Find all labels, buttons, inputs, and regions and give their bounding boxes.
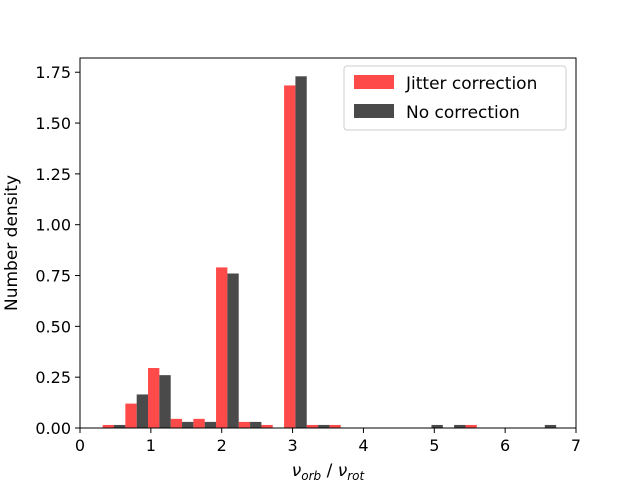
y-axis: 0.00 0.25 0.50 0.75 1.00 1.25 1.50 1.75 [35, 63, 80, 438]
bar-no-correction [544, 424, 557, 428]
bar-no-correction [227, 273, 239, 428]
y-tick-label: 0.25 [35, 368, 71, 387]
bar-no-correction [454, 424, 466, 428]
x-tick-label: 7 [571, 436, 581, 455]
bar-jitter [170, 418, 183, 428]
bar-no-correction [318, 424, 330, 428]
x-tick-label: 2 [217, 436, 227, 455]
bar-jitter [284, 85, 296, 428]
y-tick-label: 1.75 [35, 63, 71, 82]
y-axis-label: Number density [2, 175, 22, 311]
bar-no-correction [250, 421, 262, 428]
legend-box [343, 65, 567, 131]
bar-no-correction [431, 424, 443, 428]
x-tick-label: 5 [429, 436, 439, 455]
bar-jitter [125, 403, 137, 428]
y-tick-label: 1.50 [35, 114, 71, 133]
y-tick-label: 1.00 [35, 216, 71, 235]
x-tick-label: 6 [500, 436, 510, 455]
y-tick-label: 0.50 [35, 317, 71, 336]
y-tick-label: 0.75 [35, 267, 71, 286]
y-tick-label: 1.25 [35, 165, 71, 184]
bar-jitter [216, 267, 228, 428]
bar-jitter [261, 424, 273, 428]
x-tick-label: 3 [287, 436, 297, 455]
bar-jitter [148, 368, 160, 428]
legend-label-no-correction: No correction [406, 103, 520, 123]
legend: Jitter correction No correction [343, 65, 567, 131]
plot-frame [79, 57, 577, 429]
x-axis: 0 1 2 3 4 5 6 7 [75, 428, 581, 455]
bar-jitter [102, 424, 115, 428]
bar-no-correction [295, 76, 307, 429]
x-tick-label: 0 [75, 436, 85, 455]
bar-jitter [306, 424, 319, 428]
bar-jitter [193, 418, 205, 428]
bar-no-correction [204, 421, 217, 428]
bar-jitter [465, 424, 477, 428]
bar-no-correction [114, 424, 126, 428]
bar-no-correction [159, 375, 171, 428]
bar-jitter [238, 421, 251, 428]
bar-no-correction [136, 394, 149, 428]
bar-jitter [329, 424, 341, 428]
legend-swatch-no-correction [354, 104, 394, 118]
y-tick-label: 0.00 [35, 419, 71, 438]
x-axis-label: νorb / νrot [292, 461, 366, 480]
legend-swatch-jitter [354, 75, 394, 89]
bars-layer [102, 76, 557, 429]
x-tick-label: 4 [358, 436, 368, 455]
bar-no-correction [182, 421, 194, 428]
legend-label-jitter: Jitter correction [405, 74, 537, 94]
x-tick-label: 1 [146, 436, 156, 455]
